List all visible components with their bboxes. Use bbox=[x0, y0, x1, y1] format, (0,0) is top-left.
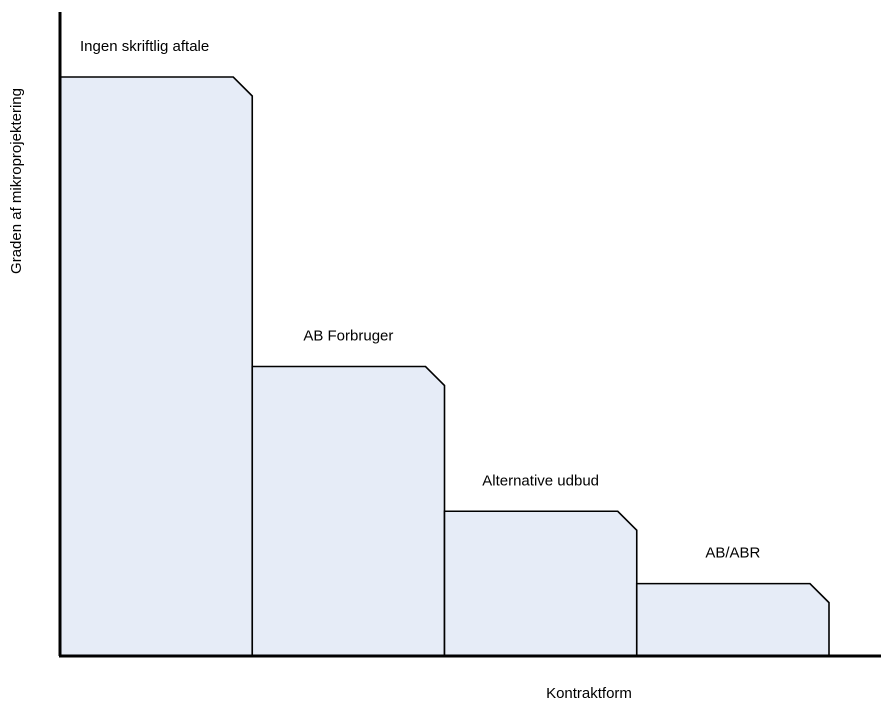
bar-label-ab-abr: AB/ABR bbox=[705, 545, 760, 562]
bar-labels-group: Ingen skriftlig aftale AB Forbruger Altern… bbox=[80, 38, 761, 562]
bar-ab-abr bbox=[635, 582, 830, 657]
bar-ingen-skriftlig-aftale bbox=[59, 76, 254, 657]
x-axis-label: Kontraktform bbox=[546, 685, 632, 702]
bar-label-ab-forbruger: AB Forbruger bbox=[303, 328, 393, 345]
bars-group bbox=[59, 76, 830, 657]
bar-label-alternative-udbud: Alternative udbud bbox=[482, 472, 599, 489]
bar-ab-forbruger bbox=[251, 365, 446, 657]
bar-label-ingen-skriftlig-aftale: Ingen skriftlig aftale bbox=[80, 38, 209, 55]
y-axis-label: Graden af mikroprojektering bbox=[8, 88, 25, 274]
bar-alternative-udbud bbox=[443, 510, 638, 657]
